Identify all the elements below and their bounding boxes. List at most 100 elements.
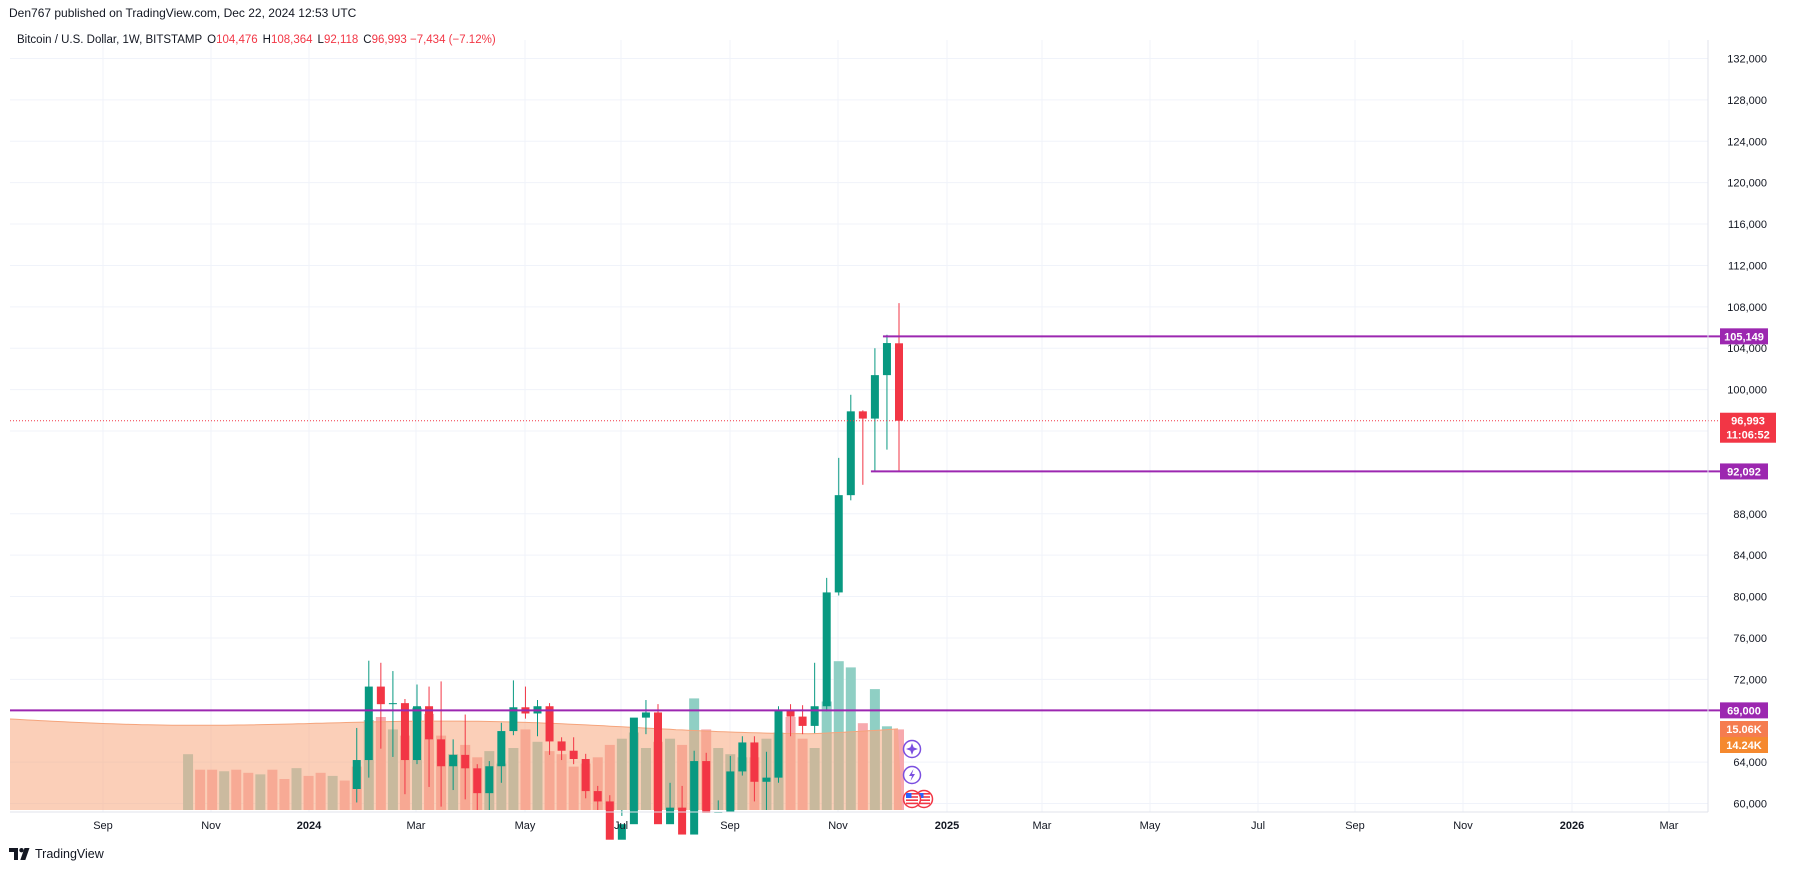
candle: [593, 785, 602, 810]
candle: [461, 714, 470, 800]
close-key: C: [363, 34, 372, 46]
time-tick-label: May: [1140, 820, 1161, 832]
candle-body: [569, 750, 578, 760]
candle-body: [702, 761, 711, 813]
candle: [834, 457, 843, 596]
low-value: 92,118: [323, 34, 359, 46]
candle-body: [581, 759, 590, 792]
candle-body: [461, 754, 470, 769]
price-tick-label: 64,000: [1733, 757, 1767, 769]
candle: [557, 737, 566, 761]
footer-brand-label: TradingView: [35, 847, 104, 861]
candle: [352, 727, 361, 803]
candle-body: [629, 717, 638, 825]
candle: [774, 706, 783, 783]
time-tick-label: 2026: [1560, 820, 1584, 832]
time-tick-label: Jul: [614, 820, 628, 832]
candle-body: [641, 712, 650, 718]
candle: [569, 737, 578, 765]
candle-body: [666, 807, 675, 825]
time-tick-label: May: [515, 820, 536, 832]
time-tick-label: Nov: [828, 820, 848, 832]
event-icons: [902, 739, 934, 809]
candle: [425, 686, 434, 787]
price-tick-label: 108,000: [1727, 302, 1767, 314]
sparkle-icon[interactable]: [902, 739, 922, 759]
candle: [846, 394, 855, 501]
lightning-icon[interactable]: [902, 765, 922, 785]
candle-body: [774, 710, 783, 778]
candle: [678, 785, 687, 835]
candle: [413, 684, 421, 765]
candle-body: [449, 754, 458, 767]
price-tick-label: 132,000: [1727, 54, 1767, 66]
candle: [485, 761, 494, 810]
price-tick-label: 112,000: [1728, 260, 1767, 272]
candle: [629, 717, 638, 825]
candle-body: [810, 706, 819, 726]
candle-body: [388, 703, 397, 705]
candle-body: [895, 343, 903, 421]
us-flag-icon[interactable]: [902, 789, 922, 809]
time-tick-label: Mar: [1033, 820, 1052, 832]
price-tick-label: 104,000: [1727, 343, 1767, 355]
symbol-name[interactable]: Bitcoin / U.S. Dollar, 1W, BITSTAMP: [17, 34, 203, 46]
bar-countdown-label: 11:06:52: [1726, 430, 1769, 442]
price-tick-label: 72,000: [1733, 674, 1767, 686]
candle-body: [352, 760, 361, 790]
candle-body: [605, 801, 614, 840]
price-axis-tags: 105,149 92,092 69,000 96,993 11:06:52 15.06K 1…: [1720, 328, 1776, 753]
candle-body: [437, 739, 446, 767]
candle: [702, 752, 711, 813]
publisher-line: Den767 published on TradingView.com, Dec…: [9, 6, 357, 20]
candle-body: [882, 343, 891, 376]
candle: [605, 795, 614, 840]
candle-body: [678, 807, 687, 835]
candle: [762, 751, 771, 810]
candle: [726, 755, 735, 812]
candle: [497, 722, 506, 783]
candle: [858, 410, 867, 485]
candle: [473, 764, 482, 810]
footer-brand[interactable]: TradingView: [9, 847, 104, 861]
time-tick-label: 2024: [297, 820, 322, 832]
time-tick-label: Nov: [1453, 820, 1473, 832]
volume-tag: [1720, 721, 1768, 737]
volume-ma-tag-label: 14.24K: [1726, 740, 1762, 752]
candle: [690, 750, 699, 835]
candle: [822, 577, 831, 712]
candle: [521, 686, 530, 719]
time-tick-label: Sep: [93, 820, 113, 832]
symbol-legend: Bitcoin / U.S. Dollar, 1W, BITSTAMP O104,…: [17, 34, 496, 46]
open-key: O: [207, 34, 217, 46]
open-value: 104,476: [216, 34, 258, 46]
candle-body: [870, 375, 879, 419]
time-tick-label: Jul: [1251, 820, 1265, 832]
candle-body: [798, 716, 807, 726]
time-tick-label: Mar: [407, 820, 426, 832]
level-tag-label: 105,149: [1724, 331, 1764, 343]
candle-body: [654, 712, 662, 825]
candle-body: [690, 761, 699, 835]
candle: [364, 660, 373, 778]
level-tag: [1720, 328, 1768, 345]
candle: [581, 753, 590, 799]
price-tick-label: 80,000: [1733, 592, 1767, 604]
candle-body: [376, 686, 385, 705]
level-tag: [1720, 702, 1768, 719]
price-tick-label: 128,000: [1727, 95, 1767, 107]
price-tick-label: 60,000: [1733, 799, 1767, 811]
candle-body: [509, 707, 518, 732]
candle-body: [834, 495, 843, 593]
high-value: 108,364: [270, 34, 313, 46]
price-tick-label: 84,000: [1733, 550, 1767, 562]
candle-body: [738, 742, 747, 772]
candle-body: [473, 768, 482, 794]
price-tick-label: 124,000: [1727, 136, 1767, 148]
candle-body: [786, 710, 795, 717]
time-tick-label: Mar: [1660, 820, 1679, 832]
volume-tag-label: 15.06K: [1726, 724, 1762, 736]
level-tag-label: 92,092: [1727, 466, 1761, 478]
candle: [870, 348, 879, 472]
